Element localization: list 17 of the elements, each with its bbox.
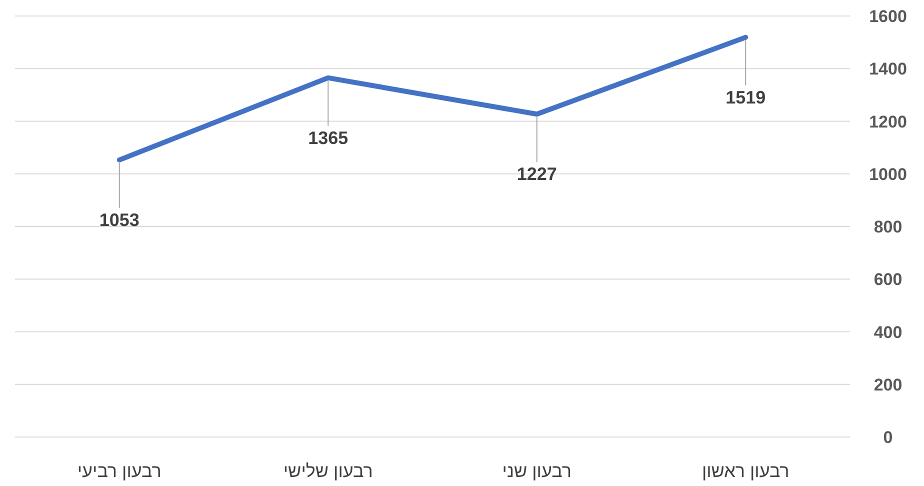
y-tick-label: 600 xyxy=(874,270,902,290)
data-label: 1519 xyxy=(726,87,766,108)
data-label: 1053 xyxy=(99,210,140,230)
y-tick-label: 800 xyxy=(874,218,902,236)
y-tick-label: 200 xyxy=(874,375,902,394)
y-tick-label: 1400 xyxy=(869,60,907,79)
y-tick-label: 1600 xyxy=(869,7,907,26)
x-tick-label: רבעון רביעי xyxy=(77,461,162,481)
y-tick-label: 1200 xyxy=(869,112,907,132)
y-tick-label: 0 xyxy=(883,428,893,447)
x-tick-label: רבעון ראשון xyxy=(702,461,790,481)
y-tick-label: 400 xyxy=(874,322,902,342)
x-tick-label: רבעון שני xyxy=(502,461,572,481)
data-label: 1365 xyxy=(308,128,348,148)
x-tick-label: רבעון שלישי xyxy=(283,461,373,481)
data-label: 1227 xyxy=(516,164,557,184)
y-tick-label: 1000 xyxy=(869,164,907,184)
